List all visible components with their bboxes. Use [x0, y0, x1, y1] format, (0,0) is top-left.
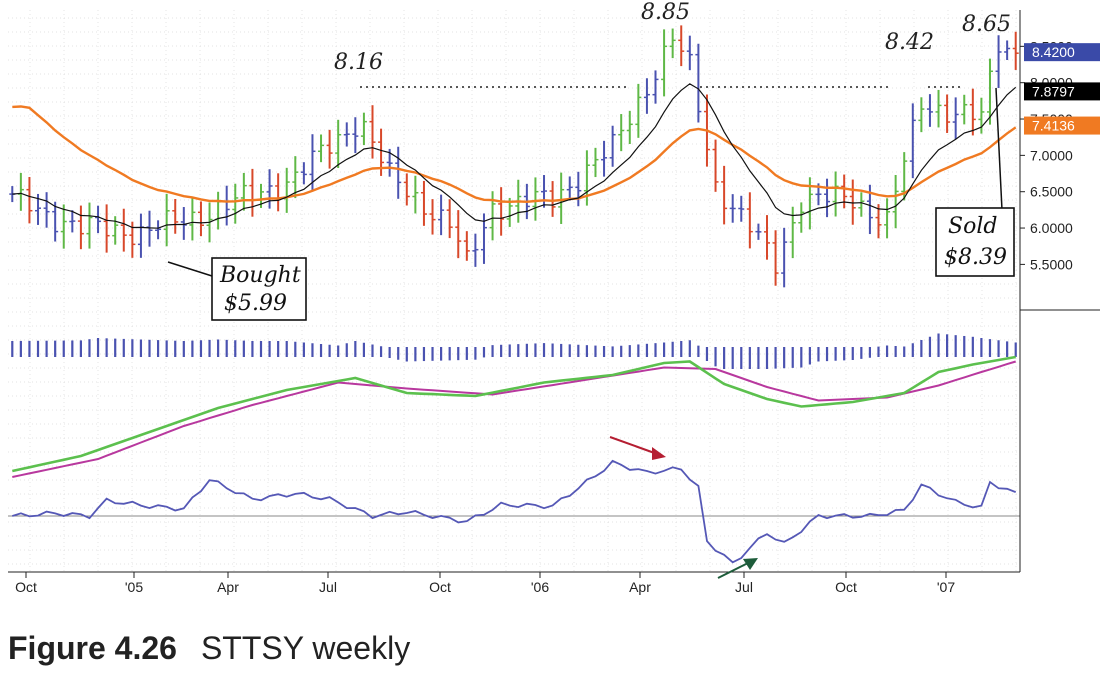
figure-caption: Figure 4.26 STTSY weekly: [8, 630, 410, 667]
annotation-8-16: 8.16: [334, 50, 383, 75]
oscillator-panel: [8, 459, 1020, 564]
x-tick-label: '06: [531, 579, 549, 595]
green-arrow: [717, 558, 758, 579]
sold-callout: Sold $8.39: [935, 87, 1015, 277]
bought-callout: Bought $5.99: [167, 257, 307, 321]
x-tick-label: Apr: [217, 579, 239, 595]
x-tick-label: Jul: [319, 579, 337, 595]
annotation-8-42: 8.42: [885, 30, 934, 55]
x-tick-label: Oct: [15, 579, 37, 595]
x-tick-label: Oct: [835, 579, 857, 595]
red-arrow: [609, 436, 666, 460]
price-tick-label: 5.5000: [1030, 256, 1073, 272]
bought-callout-line1: Bought: [219, 263, 301, 288]
x-tick-label: Apr: [629, 579, 651, 595]
price-panel: [9, 25, 1019, 288]
bought-callout-box: [211, 257, 307, 321]
price-tick-label: 6.5000: [1030, 184, 1073, 200]
sold-callout-pointer: [995, 87, 1003, 211]
grid: [8, 10, 1020, 572]
price-tag-box: [1024, 82, 1100, 101]
x-tick-label: '07: [937, 579, 955, 595]
x-tick-label: '05: [125, 579, 143, 595]
annotation-8-65: 8.65: [962, 12, 1011, 37]
price-tag-label: 8.4200: [1032, 44, 1075, 60]
chart: 5.50006.00006.50007.00007.50008.00008.50…: [8, 0, 1100, 595]
price-tag-box: [1024, 43, 1100, 62]
price-tag-label: 7.4136: [1032, 118, 1075, 134]
sold-callout-line2: $8.39: [944, 245, 1007, 270]
price-tag-label: 7.8797: [1032, 83, 1075, 99]
sold-callout-box: [935, 207, 1015, 277]
price-tick-label: 7.0000: [1030, 147, 1073, 163]
figure-number: Figure 4.26: [8, 630, 177, 666]
price-tick-label: 6.0000: [1030, 220, 1073, 236]
macd-panel: [11, 333, 1017, 478]
slow-moving-average: [12, 105, 1017, 204]
fast-moving-average: [12, 83, 1017, 229]
signal-line: [12, 360, 1016, 478]
x-tick-label: Oct: [429, 579, 451, 595]
bought-callout-line2: $5.99: [224, 291, 287, 316]
sold-callout-line1: Sold: [948, 214, 997, 239]
x-tick-label: Jul: [735, 579, 753, 595]
annotation-8-85: 8.85: [641, 0, 690, 25]
price-tag-box: [1024, 116, 1100, 135]
figure-title: STTSY weekly: [200, 630, 411, 666]
macd-line: [12, 355, 1016, 473]
axes: 5.50006.00006.50007.00007.50008.00008.50…: [8, 10, 1100, 595]
oscillator-line: [12, 459, 1017, 564]
bought-callout-pointer: [167, 261, 213, 277]
